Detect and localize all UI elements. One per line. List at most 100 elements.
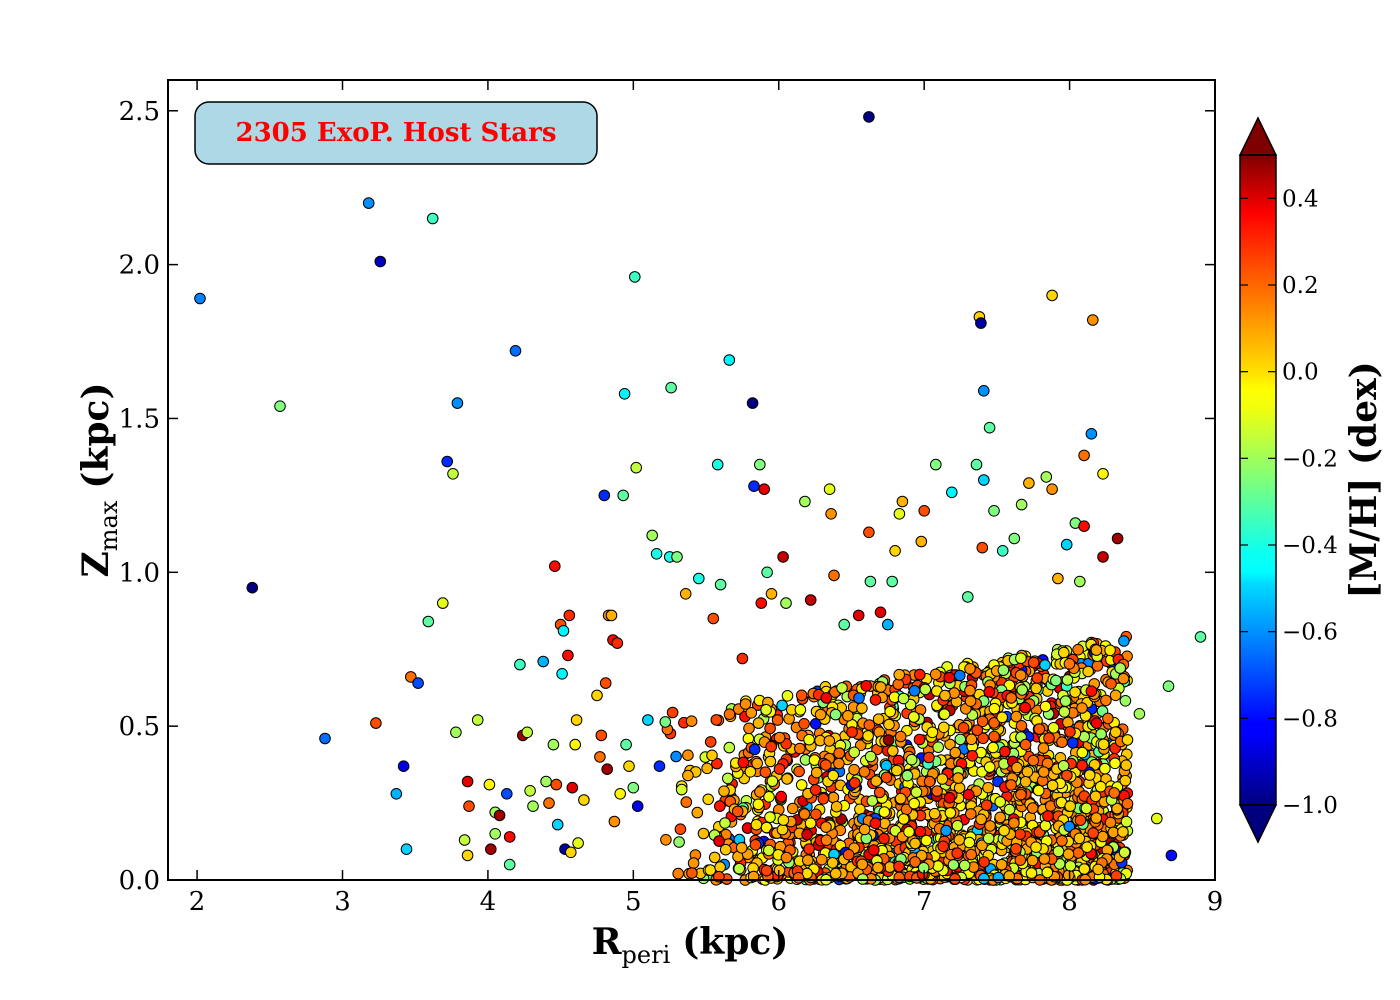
data-point (566, 781, 579, 794)
data-point (608, 815, 621, 828)
data-point (1021, 766, 1034, 778)
data-point (646, 529, 659, 542)
data-point (1097, 738, 1110, 751)
data-point (426, 212, 439, 225)
data-point (1073, 832, 1086, 845)
data-point (1062, 848, 1075, 861)
data-point (1072, 643, 1084, 656)
data-point (1076, 702, 1088, 714)
data-point (551, 818, 564, 831)
data-point (682, 769, 694, 782)
data-point (975, 813, 987, 826)
data-point (793, 765, 805, 778)
data-point (461, 775, 474, 788)
x-axis-label-unit: (kpc) (682, 921, 788, 963)
data-point (971, 724, 984, 737)
colorbar-tick-label: −0.6 (1282, 620, 1338, 646)
data-point (810, 808, 822, 821)
data-point (764, 811, 776, 824)
data-point (1030, 682, 1042, 695)
data-point (905, 753, 918, 766)
data-point (996, 545, 1009, 557)
data-point (965, 848, 978, 861)
data-point (1059, 695, 1072, 707)
colorbar-extend-top (1238, 116, 1278, 156)
data-point (846, 726, 858, 738)
data-point (878, 806, 891, 818)
data-point (1058, 646, 1070, 659)
data-point (965, 733, 978, 746)
data-point (958, 859, 971, 872)
data-point (957, 722, 970, 734)
data-point (977, 732, 989, 745)
data-point (524, 785, 536, 797)
data-point (759, 766, 772, 779)
data-point (910, 786, 923, 799)
data-point (775, 790, 788, 803)
data-point (773, 731, 786, 744)
data-point (995, 858, 1008, 871)
data-point (503, 831, 516, 843)
y-axis-label-main: Z (75, 551, 117, 577)
data-point (1117, 672, 1130, 685)
data-point (1102, 712, 1114, 725)
data-point (1063, 820, 1076, 833)
data-point (471, 714, 484, 726)
data-point (829, 867, 842, 880)
data-point (938, 721, 950, 734)
data-point (996, 711, 1009, 724)
data-point (1067, 737, 1079, 749)
x-tick-label: 7 (916, 887, 933, 917)
data-point (863, 526, 875, 539)
data-point (441, 455, 454, 468)
y-axis: 0.0 0.5 1.0 1.5 2.0 2.5 (119, 97, 1215, 896)
data-point (823, 735, 836, 747)
colorbar: −1.0 −0.8 −0.6 −0.4 −0.2 0.0 0.2 0.4 (1238, 116, 1338, 844)
data-point (1039, 659, 1051, 671)
data-point (776, 699, 788, 712)
data-point (962, 591, 974, 603)
data-point (852, 609, 865, 622)
data-point (1095, 728, 1107, 740)
data-point (319, 732, 331, 745)
data-point (447, 468, 459, 480)
data-point (983, 421, 996, 434)
data-point (1121, 734, 1134, 746)
data-point (771, 714, 784, 726)
data-point (627, 781, 640, 794)
data-point (1080, 802, 1093, 815)
data-point (983, 686, 996, 698)
data-point (926, 726, 939, 739)
data-point (944, 738, 956, 751)
annotation-text: 2305 ExoP. Host Stars (235, 118, 556, 148)
data-point (1019, 776, 1032, 788)
data-point (964, 684, 976, 697)
data-point (631, 800, 644, 813)
colorbar-tick-label: 0.2 (1282, 273, 1319, 299)
data-point (735, 842, 748, 854)
data-point (514, 658, 526, 671)
data-point (970, 458, 983, 471)
data-point (1099, 762, 1111, 775)
data-point (988, 702, 1001, 715)
x-axis-label-sub: peri (622, 941, 671, 969)
data-point (901, 769, 914, 782)
data-point (943, 671, 956, 684)
data-point (874, 681, 887, 693)
y-tick-label: 1.5 (119, 404, 160, 434)
data-point (896, 495, 909, 508)
data-point (864, 750, 877, 763)
data-point (978, 474, 990, 486)
data-point (650, 548, 663, 560)
data-point (1050, 674, 1062, 687)
data-point (781, 773, 793, 785)
data-point (1015, 652, 1027, 665)
data-point (1003, 803, 1016, 816)
data-point (572, 837, 584, 849)
data-point (869, 694, 882, 706)
data-point (838, 618, 851, 631)
y-tick-label: 2.5 (119, 97, 160, 127)
data-point (978, 385, 990, 397)
data-point (1118, 846, 1131, 859)
